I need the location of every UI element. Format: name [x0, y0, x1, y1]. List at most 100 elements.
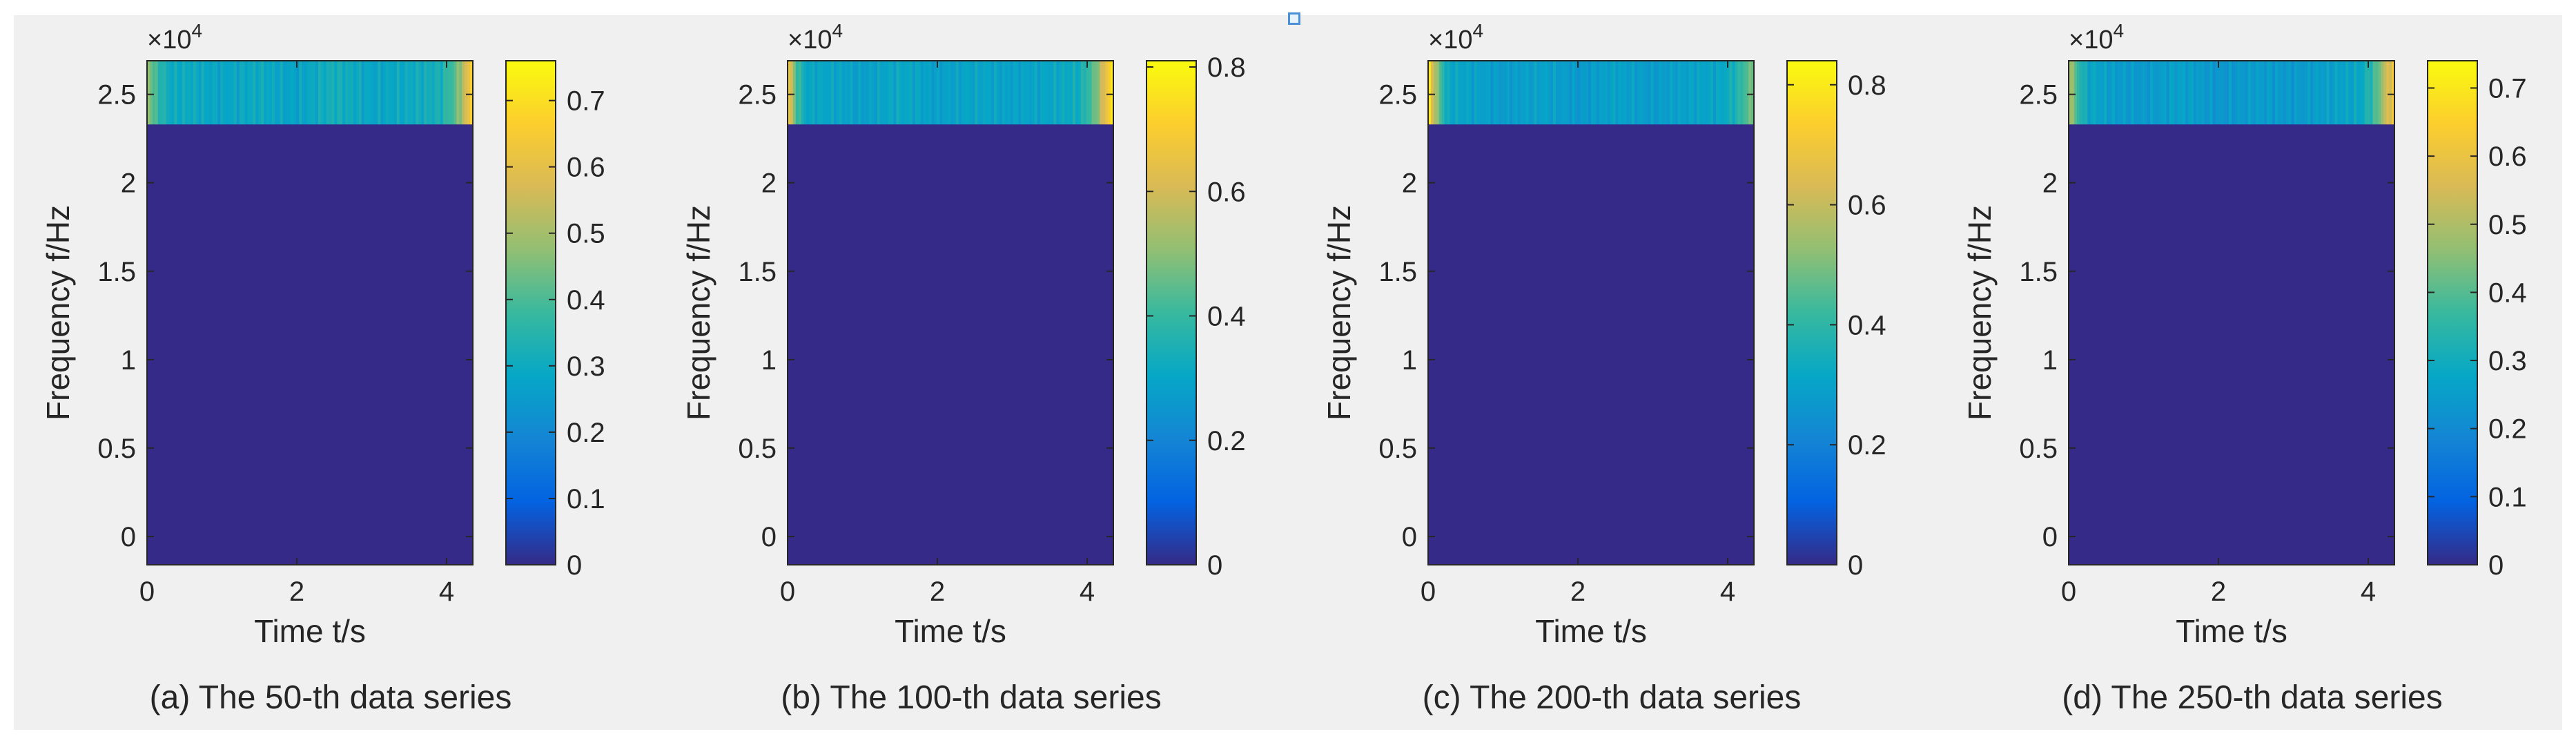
heatmap-cell	[195, 61, 199, 125]
heatmap-cell	[1510, 61, 1513, 125]
heatmap-cell	[1539, 61, 1543, 125]
heatmap-cell	[2315, 61, 2319, 125]
heatmap-cell	[1501, 61, 1505, 125]
heatmap-cell	[462, 61, 465, 125]
heatmap-cell	[1735, 61, 1738, 125]
heatmap-cell	[790, 61, 794, 125]
heatmap-cell	[1067, 61, 1071, 125]
heatmap-cell	[361, 61, 365, 125]
heatmap-cell	[421, 61, 425, 125]
heatmap-cell	[1740, 61, 1744, 125]
heatmap-cell	[861, 61, 864, 125]
heatmap-cell	[323, 61, 327, 125]
heatmap-cell	[803, 61, 808, 125]
heatmap-cell	[445, 61, 449, 125]
x-tick-label: 4	[2361, 577, 2376, 607]
heatmap-cell	[391, 61, 395, 125]
heatmap-cell	[945, 61, 948, 125]
y-tick-label: 0.5	[2019, 434, 2058, 464]
colorbar-tick-label: 0.1	[2488, 482, 2527, 512]
heatmap-cell	[1563, 61, 1568, 125]
colorbar-frame	[2427, 60, 2478, 565]
heatmap-cell	[418, 61, 422, 125]
heatmap-cell	[2364, 61, 2368, 125]
heatmap-cell	[380, 61, 384, 125]
heatmap-cell	[1015, 61, 1019, 125]
heatmap-cell	[1032, 61, 1035, 125]
heatmap-cell	[980, 61, 984, 125]
heatmap-cell	[2354, 61, 2357, 125]
heatmap-cell	[2267, 61, 2270, 125]
heatmap-cell	[345, 61, 349, 125]
heatmap-cell	[2111, 61, 2116, 125]
heatmap-cell	[2209, 61, 2214, 125]
x-tick-label: 0	[139, 577, 155, 607]
y-tick-label: 0.5	[738, 434, 777, 464]
heatmap-cell	[2090, 61, 2094, 125]
heatmap-cell	[358, 61, 362, 125]
heatmap-cell	[937, 61, 940, 125]
heatmap-background	[1428, 61, 1754, 565]
heatmap-cell	[2307, 61, 2311, 125]
heatmap-cell	[204, 61, 208, 125]
heatmap-cell	[2098, 61, 2102, 125]
heatmap-cell	[2201, 61, 2205, 125]
colorbar-tick-label: 0.6	[567, 153, 605, 183]
heatmap-cell	[2082, 61, 2086, 125]
heatmap-cell	[1675, 61, 1679, 125]
heatmap-cell	[282, 61, 286, 125]
heatmap-cell	[844, 61, 848, 125]
heatmap-cell	[2152, 61, 2156, 125]
heatmap-cell	[467, 61, 471, 125]
colorbar-tick-label: 0	[1848, 550, 1863, 581]
heatmap-cell	[389, 61, 392, 125]
heatmap-cell	[448, 61, 452, 125]
heatmap-cell	[209, 61, 213, 125]
heatmap-cell	[1746, 61, 1749, 125]
colorbar-frame	[505, 60, 556, 565]
chart-panel-4: 0 2 4 0 0.5 1 1.5 2 2.5 ×104 Time t/s Frequency f/H…	[1962, 20, 2527, 716]
heatmap-cell	[250, 61, 253, 125]
heatmap-cell	[798, 61, 802, 125]
heatmap-cell	[2145, 61, 2148, 125]
heatmap-cell	[307, 61, 311, 125]
heatmap-cell	[2326, 61, 2330, 125]
heatmap-cell	[858, 61, 861, 125]
heatmap-cell	[1637, 61, 1641, 125]
heatmap-cell	[2183, 61, 2186, 125]
heatmap-cell	[334, 61, 338, 125]
heatmap-cell	[839, 61, 843, 125]
heatmap-cell	[812, 61, 815, 125]
heatmap-cell	[1710, 61, 1714, 125]
heatmap-cell	[1026, 61, 1030, 125]
heatmap-cell	[470, 61, 474, 125]
heatmap-cell	[1552, 61, 1557, 125]
heatmap-cell	[351, 61, 354, 125]
colorbar-frame	[1146, 60, 1197, 565]
colorbar-frame	[1786, 60, 1837, 565]
chart-panel-2: 0 2 4 0 0.5 1 1.5 2 2.5 ×104 Time t/s Frequency f/H…	[681, 20, 1246, 716]
heatmap-cell	[2131, 61, 2134, 125]
heatmap-cell	[2302, 61, 2305, 125]
heatmap-cell	[296, 61, 300, 125]
heatmap-cell	[1499, 61, 1502, 125]
heatmap-cell	[226, 61, 229, 125]
colorbar-tick-label: 0.5	[567, 219, 605, 249]
heatmap-cell	[271, 61, 275, 125]
panel-caption: (a) The 50-th data series	[150, 679, 512, 716]
heatmap-cell	[212, 61, 215, 125]
heatmap-cell	[2136, 61, 2140, 125]
heatmap-cell	[2172, 61, 2175, 125]
heatmap-cell	[912, 61, 916, 125]
heatmap-cell	[795, 61, 799, 125]
heatmap-cell	[1550, 61, 1554, 125]
heatmap-cell	[1569, 61, 1573, 125]
heatmap-cell	[185, 61, 188, 125]
heatmap-cell	[907, 61, 910, 125]
heatmap-cell	[961, 61, 965, 125]
heatmap-cell	[1699, 61, 1703, 125]
heatmap-cell	[2193, 61, 2197, 125]
heatmap-cell	[171, 61, 175, 125]
heatmap-cell	[2321, 61, 2325, 125]
heatmap-cell	[1097, 61, 1100, 125]
